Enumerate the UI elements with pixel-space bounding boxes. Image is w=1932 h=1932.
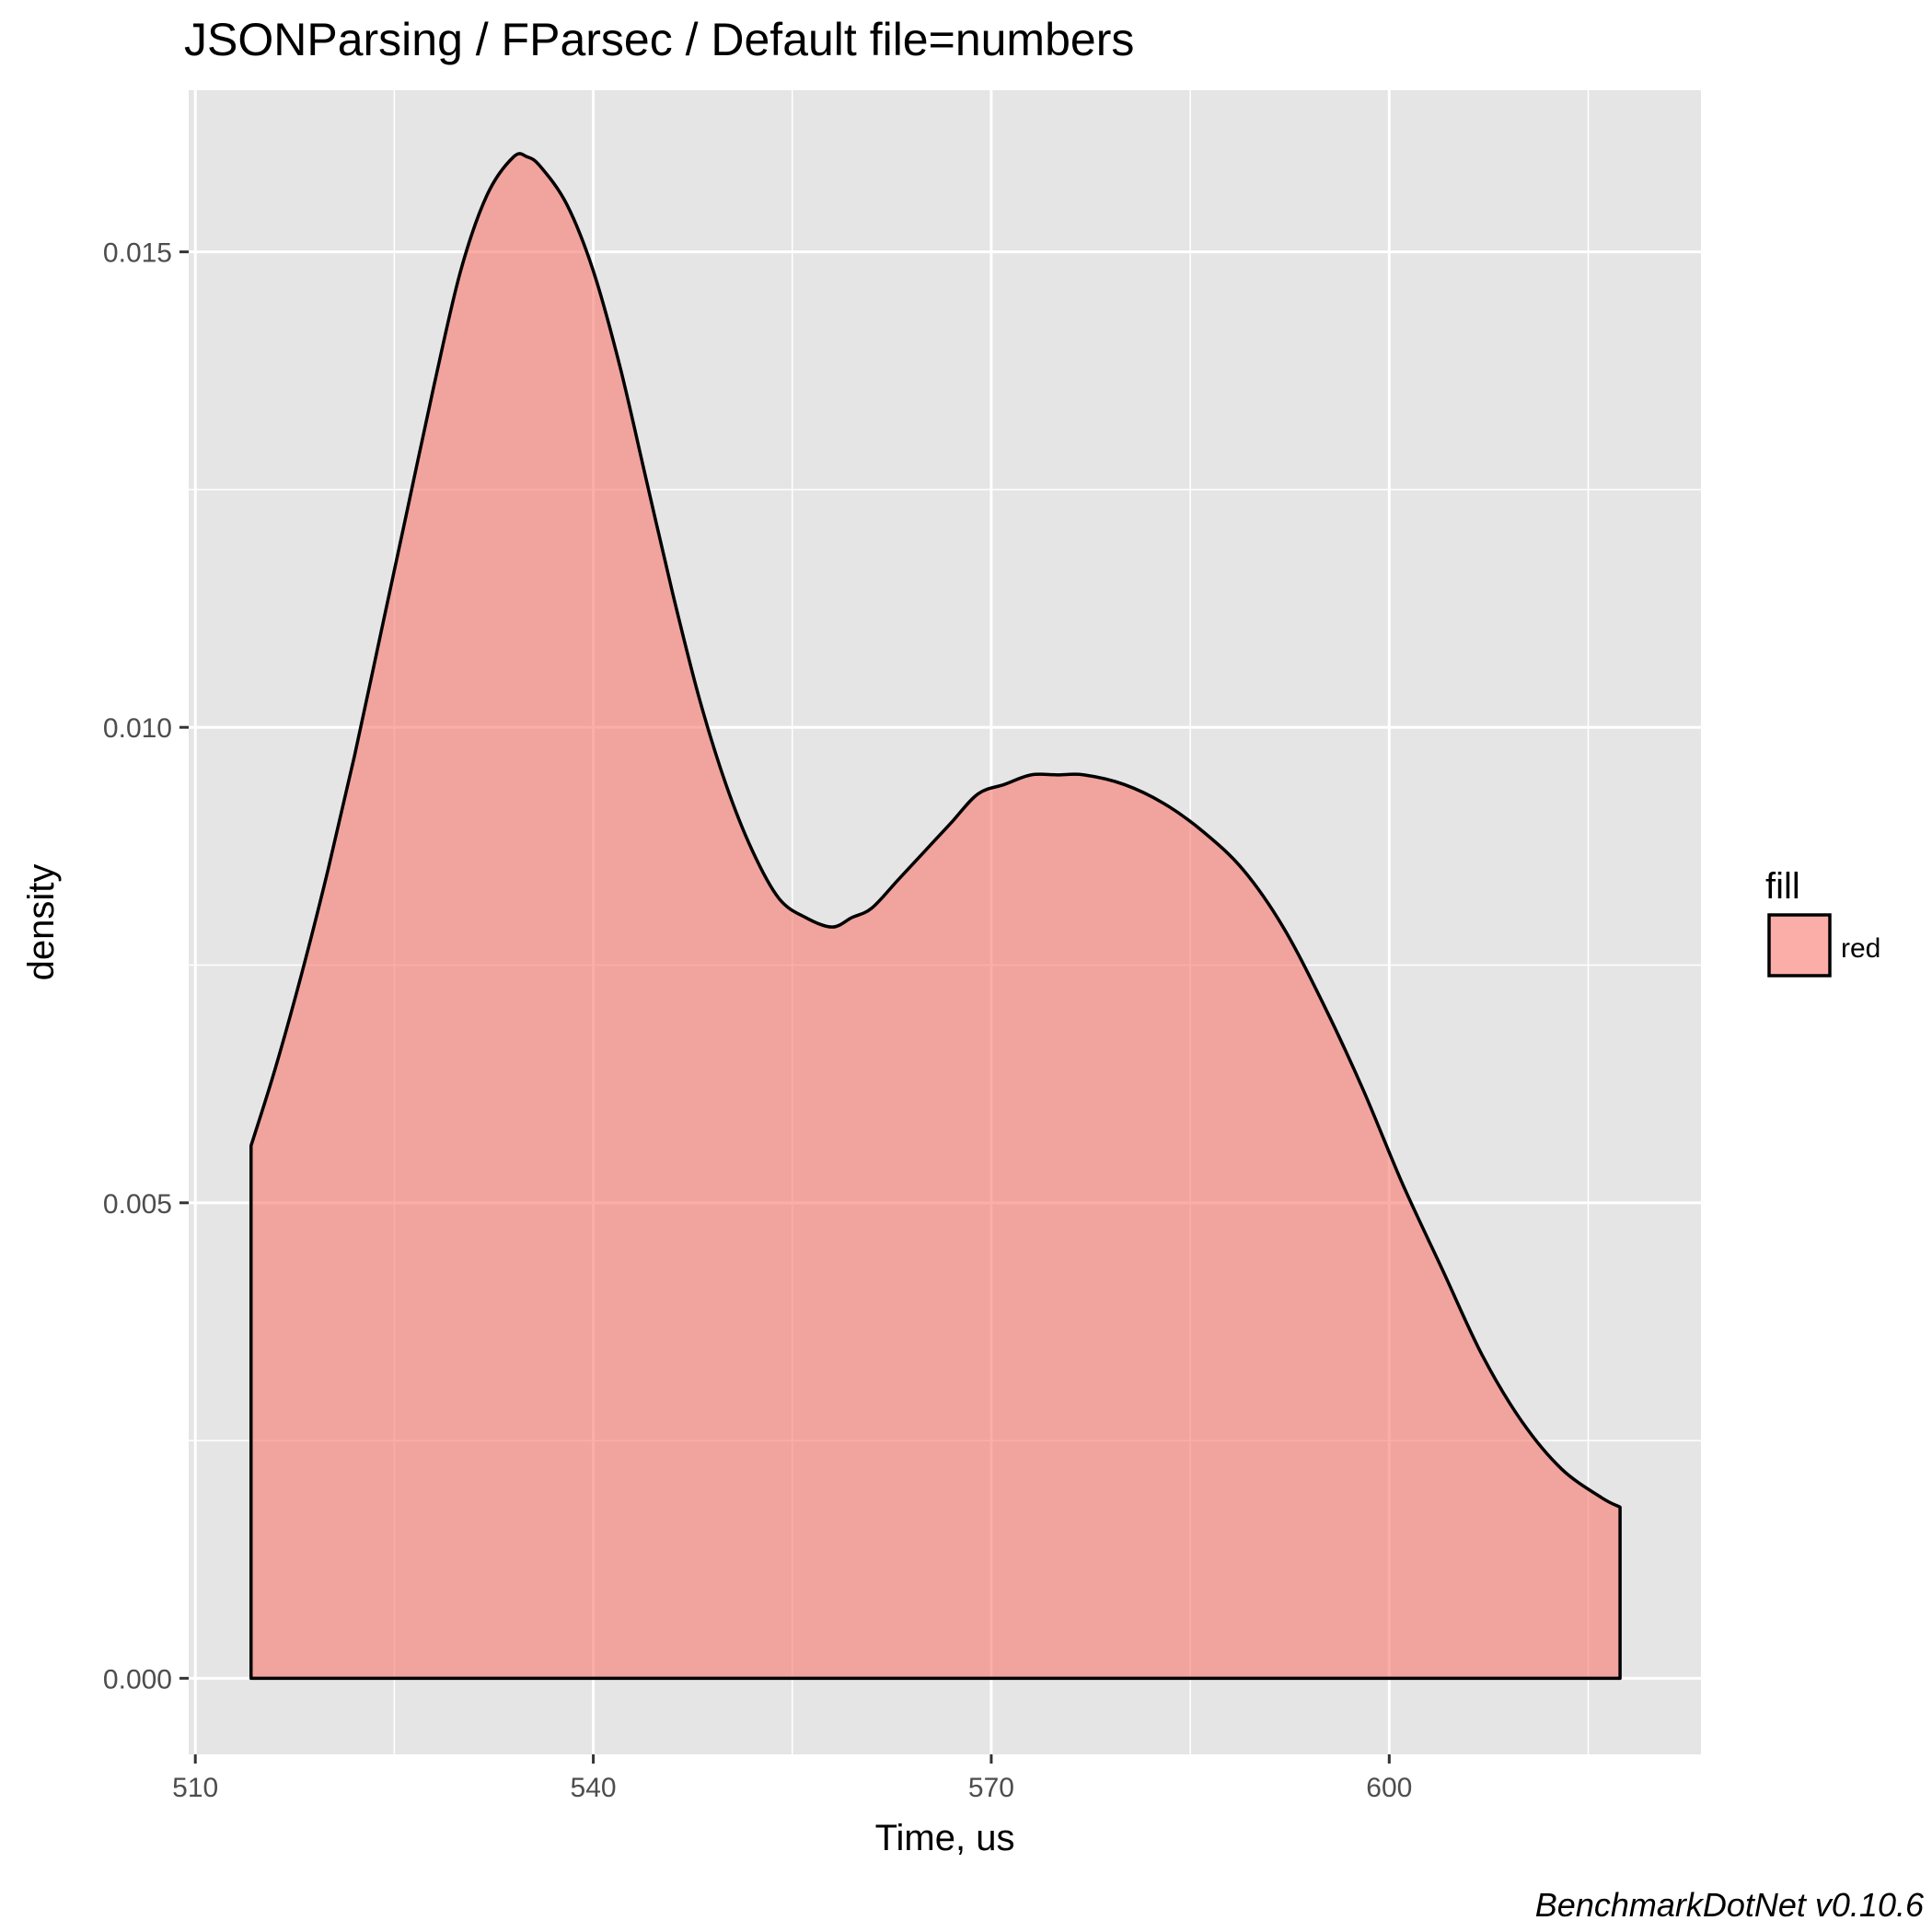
x-tick-label: 600 <box>1366 1773 1412 1803</box>
x-tick-label: 510 <box>172 1773 218 1803</box>
x-tick-label: 570 <box>968 1773 1014 1803</box>
caption: BenchmarkDotNet v0.10.6 <box>1535 1886 1925 1924</box>
legend-title: fill <box>1765 866 1800 907</box>
x-axis-title: Time, us <box>875 1818 1015 1858</box>
chart-title: JSONParsing / FParsec / Default file=num… <box>184 14 1134 65</box>
density-area <box>249 152 1622 1681</box>
x-axis: 510 540 570 600 <box>172 1754 1412 1803</box>
y-tick-label: 0.005 <box>103 1189 172 1220</box>
y-tick-label: 0.010 <box>103 713 172 744</box>
legend-key-red <box>1767 913 1832 978</box>
y-axis: 0.000 0.005 0.010 0.015 <box>103 238 189 1695</box>
x-tick-label: 540 <box>571 1773 617 1803</box>
y-axis-title: density <box>21 864 62 981</box>
y-tick-label: 0.015 <box>103 238 172 269</box>
legend-label-red: red <box>1841 933 1880 964</box>
y-tick-label: 0.000 <box>103 1664 172 1695</box>
legend: fill red <box>1765 866 1880 978</box>
